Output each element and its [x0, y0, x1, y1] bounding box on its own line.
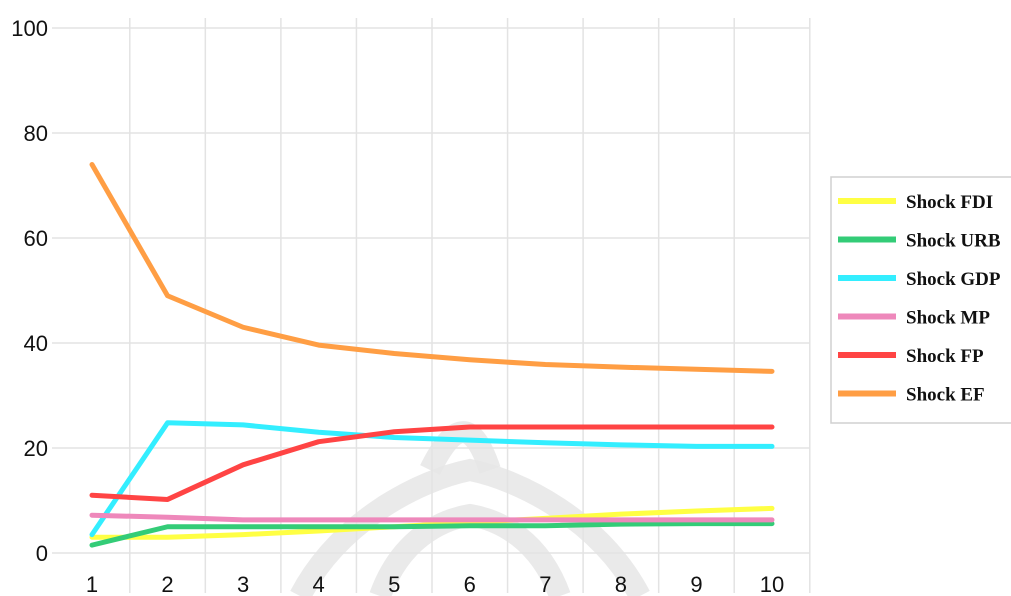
y-tick-label: 20: [24, 436, 48, 461]
series-line-shock-gdp: [89, 420, 775, 538]
legend-label-shock-ef: Shock EF: [906, 385, 985, 406]
legend-label-shock-gdp: Shock GDP: [906, 269, 1001, 290]
x-tick-label: 3: [237, 572, 249, 596]
legend-label-shock-fdi: Shock FDI: [906, 192, 993, 213]
series-line-shock-fp: [89, 424, 775, 502]
y-tick-label: 60: [24, 226, 48, 251]
legend-label-shock-fp: Shock FP: [906, 346, 984, 367]
series-line-shock-ef: [89, 162, 775, 374]
x-tick-label: 1: [86, 572, 98, 596]
legend: Shock FDI Shock URB Shock GDP Shock MP Shock…: [830, 176, 1011, 424]
legend-box: [830, 176, 1011, 424]
x-tick-label: 8: [615, 572, 627, 596]
x-tick-label: 2: [161, 572, 173, 596]
series-line-shock-mp: [89, 512, 775, 523]
legend-label-shock-urb: Shock URB: [906, 231, 1001, 252]
grid: [52, 18, 811, 593]
x-tick-label: 6: [464, 572, 476, 596]
y-tick-label: 0: [36, 541, 48, 566]
x-tick-label: 5: [388, 572, 400, 596]
y-tick-label: 80: [24, 121, 48, 146]
series-group: [89, 162, 775, 548]
legend-label-shock-mp: Shock MP: [906, 308, 990, 329]
x-axis: 1 2 3 4 5 6 7 8 9 10: [86, 572, 784, 596]
x-tick-label: 9: [690, 572, 702, 596]
x-tick-label: 4: [313, 572, 325, 596]
watermark-emblem: [290, 421, 650, 596]
y-axis: 0 20 40 60 80 100: [11, 16, 48, 566]
x-tick-label: 10: [760, 572, 784, 596]
series-line-shock-urb: [89, 521, 775, 548]
y-tick-label: 40: [24, 331, 48, 356]
x-tick-label: 7: [539, 572, 551, 596]
y-tick-label: 100: [11, 16, 48, 41]
